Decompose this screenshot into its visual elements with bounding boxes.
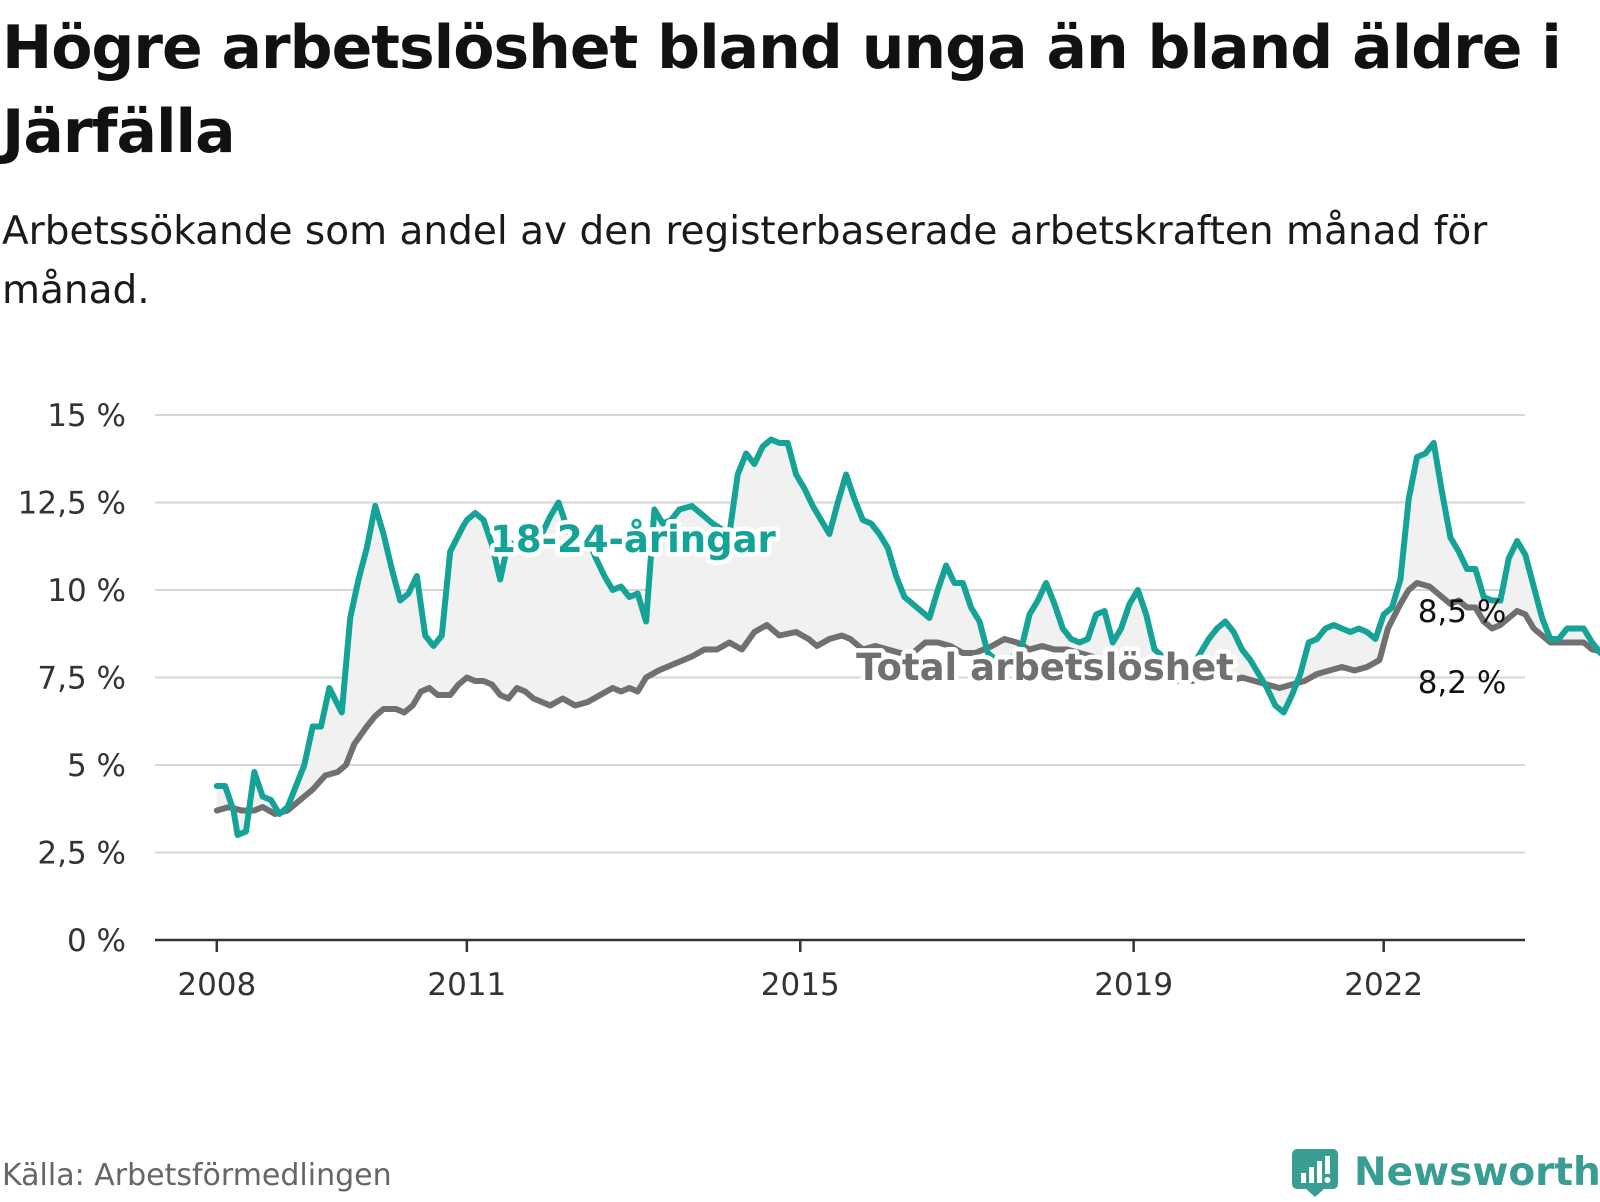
source-note: Källa: Arbetsförmedlingen — [2, 1158, 392, 1193]
x-tick-label: 2022 — [1344, 967, 1423, 1003]
chart-subtitle: Arbetssökande som andel av den registerb… — [2, 209, 1488, 313]
series-lines — [213, 436, 1600, 838]
x-tick-label: 2015 — [761, 967, 840, 1003]
series-label-total: Total arbetslöshet — [856, 646, 1234, 689]
x-tick-label: 2011 — [427, 967, 506, 1003]
newsworthy-logo-icon — [1292, 1149, 1338, 1197]
end-label-total: 8,2 % — [1418, 665, 1507, 701]
end-label-youth: 8,5 % — [1418, 594, 1507, 630]
y-tick-label: 10 % — [47, 573, 126, 609]
gap-fill — [216, 439, 1600, 835]
area-between-series — [216, 439, 1600, 835]
y-tick-label: 0 % — [67, 923, 126, 959]
brand-name: Newsworthy — [1354, 1149, 1600, 1195]
x-tick-label: 2019 — [1094, 967, 1173, 1003]
y-tick-label: 7,5 % — [37, 661, 126, 697]
y-tick-label: 5 % — [67, 748, 126, 784]
chart-title: Högre arbetslöshet bland unga än bland ä… — [2, 13, 1562, 167]
brand-logo[interactable]: Newsworthy — [1290, 1142, 1600, 1202]
line-chart: 0 % 2,5 % 5 % 7,5 % 10 % 12,5 % 15 % 2008 2011 20… — [18, 398, 1600, 1003]
y-tick-label: 15 % — [47, 398, 126, 434]
y-tick-label: 2,5 % — [37, 836, 126, 872]
y-tick-label: 12,5 % — [18, 486, 126, 522]
x-tick-label: 2008 — [177, 967, 256, 1003]
series-label-youth: 18-24-åringar — [490, 518, 776, 561]
series-line-total — [213, 580, 1600, 817]
series-line-youth — [213, 436, 1600, 838]
axes: 0 % 2,5 % 5 % 7,5 % 10 % 12,5 % 15 % 2008 2011 20… — [18, 398, 1525, 1003]
data-labels: 8,5 % 8,2 % 18-24-åringar Total arbetslöshe… — [486, 514, 1507, 702]
